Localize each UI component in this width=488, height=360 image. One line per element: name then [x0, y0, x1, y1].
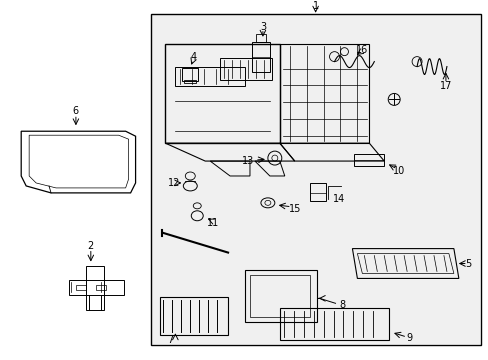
Bar	[244, 270, 316, 322]
Bar	[160, 297, 227, 335]
Text: 8: 8	[339, 300, 345, 310]
Text: 2: 2	[87, 240, 94, 251]
Text: 7: 7	[167, 335, 173, 345]
Bar	[182, 68, 198, 81]
Text: 10: 10	[392, 166, 405, 176]
Bar	[279, 308, 388, 340]
Bar	[96, 285, 105, 291]
Text: 3: 3	[259, 22, 265, 32]
Text: 11: 11	[206, 218, 219, 228]
Text: 9: 9	[405, 333, 411, 343]
Text: 6: 6	[73, 106, 79, 116]
Bar	[249, 275, 309, 317]
Text: 15: 15	[288, 204, 300, 214]
Text: 16: 16	[356, 45, 368, 55]
Text: 17: 17	[439, 81, 451, 91]
Text: 4: 4	[190, 51, 196, 62]
Bar	[151, 15, 479, 344]
Text: 13: 13	[242, 156, 254, 166]
Bar	[76, 285, 86, 291]
Bar	[86, 266, 103, 310]
Bar	[220, 58, 271, 80]
Bar	[309, 183, 325, 201]
Bar	[175, 67, 244, 86]
Text: 14: 14	[333, 194, 345, 204]
Bar	[255, 34, 265, 42]
Bar	[150, 14, 480, 345]
Text: 12: 12	[168, 178, 180, 188]
Text: 1: 1	[312, 1, 318, 11]
Bar	[354, 154, 384, 166]
Bar	[184, 81, 196, 84]
Bar	[251, 42, 269, 72]
Bar	[69, 280, 123, 295]
Text: 5: 5	[465, 258, 471, 269]
